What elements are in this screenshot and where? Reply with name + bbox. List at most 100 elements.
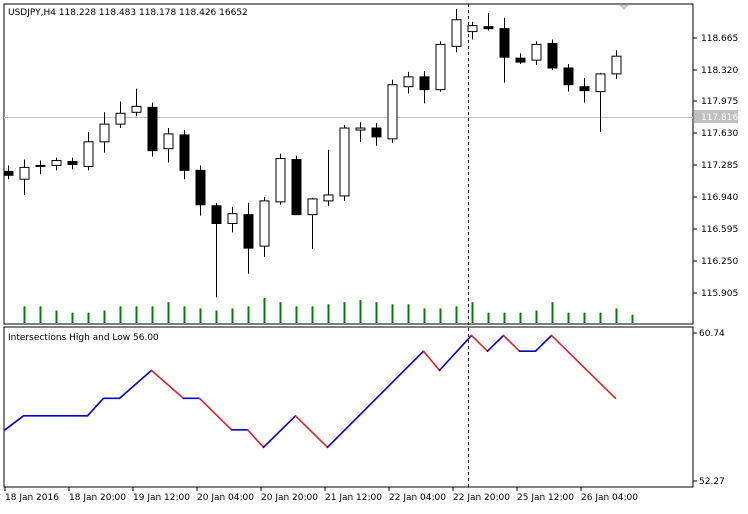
price-tick-label: 117.975 bbox=[701, 97, 738, 107]
candle-body-bull bbox=[51, 160, 62, 166]
candle-body-bull bbox=[115, 112, 126, 125]
price-axis: 118.665 118.320 117.975 117.630 117.285 … bbox=[693, 34, 738, 299]
candle-body-bull bbox=[323, 194, 334, 202]
candle-body-bull bbox=[227, 213, 238, 225]
candle-body-bull bbox=[435, 43, 446, 91]
candle bbox=[243, 202, 254, 274]
candle bbox=[147, 102, 158, 157]
candle-body-bear bbox=[515, 57, 526, 63]
candle bbox=[67, 157, 78, 170]
indicator-segment-down bbox=[150, 369, 185, 400]
candles-group bbox=[3, 8, 622, 298]
candle-body-bull bbox=[19, 166, 30, 180]
price-tick-label: 117.285 bbox=[701, 161, 738, 171]
candle bbox=[483, 12, 494, 31]
candle-body-bull bbox=[307, 198, 318, 216]
candle-body-bear bbox=[195, 169, 206, 206]
indicator-segment-down bbox=[422, 350, 441, 372]
candle-body-bear bbox=[371, 127, 382, 138]
scroll-marker-icon[interactable] bbox=[619, 5, 629, 10]
indicator-panel-frame bbox=[3, 326, 694, 488]
candle-body-bull bbox=[99, 123, 110, 143]
indicator-scale-max: 60.74 bbox=[699, 329, 725, 339]
candle bbox=[131, 88, 142, 117]
time-tick-label: 18 Jan 2016 bbox=[5, 493, 59, 503]
candle-body-bull bbox=[131, 105, 142, 113]
candle bbox=[291, 155, 302, 216]
current-price-badge bbox=[694, 110, 738, 123]
candle-body-bull bbox=[451, 19, 462, 47]
candle bbox=[387, 79, 398, 143]
candle bbox=[611, 50, 622, 79]
candle-body-bull bbox=[387, 84, 398, 140]
candle-body-bull bbox=[259, 200, 270, 247]
candle-body-bear bbox=[563, 67, 574, 86]
time-tick-label: 20 Jan 20:00 bbox=[261, 493, 318, 503]
candle bbox=[275, 153, 286, 205]
candle bbox=[19, 159, 30, 195]
indicator-segment-up bbox=[438, 334, 473, 372]
candle-body-bear bbox=[419, 76, 430, 91]
candle-body-bear bbox=[3, 170, 14, 176]
candle bbox=[179, 130, 190, 180]
indicator-segment-down bbox=[294, 415, 329, 449]
current-price-label: 117.816 bbox=[701, 113, 738, 123]
candle-body-bear bbox=[499, 28, 510, 58]
candle bbox=[99, 112, 110, 153]
candle bbox=[339, 125, 350, 201]
candle-body-bull bbox=[467, 25, 478, 33]
indicator-scale: 60.74 52.27 bbox=[693, 329, 725, 487]
candle bbox=[419, 70, 430, 104]
time-tick-label: 22 Jan 04:00 bbox=[389, 493, 446, 503]
indicator-segment-down bbox=[246, 429, 265, 449]
indicator-scale-min: 52.27 bbox=[699, 477, 725, 487]
time-tick-label: 18 Jan 20:00 bbox=[69, 493, 126, 503]
candle bbox=[259, 196, 270, 257]
candle-body-bear bbox=[291, 159, 302, 216]
candle bbox=[211, 202, 222, 298]
candle-body-bull bbox=[611, 55, 622, 75]
symbol-info-label: USDJPY,H4 118.228 118.483 118.178 118.42… bbox=[8, 8, 248, 18]
indicator-segment-up bbox=[262, 415, 297, 449]
price-tick-label: 118.320 bbox=[701, 66, 738, 76]
candle-body-bull bbox=[339, 127, 350, 197]
indicator-segment-up bbox=[4, 415, 25, 431]
time-tick-label: 21 Jan 12:00 bbox=[325, 493, 382, 503]
time-tick-label: 22 Jan 20:00 bbox=[453, 493, 510, 503]
candle bbox=[227, 206, 238, 233]
indicator-segment-down bbox=[198, 397, 233, 431]
indicator-title-label: Intersections High and Low 56.00 bbox=[8, 333, 159, 343]
indicator-segment-up bbox=[86, 397, 105, 417]
candle bbox=[83, 131, 94, 171]
volume-bars-group bbox=[23, 298, 634, 323]
candle bbox=[499, 17, 510, 83]
price-tick-label: 116.940 bbox=[701, 193, 738, 203]
candle bbox=[579, 77, 590, 103]
candle bbox=[323, 149, 334, 206]
candle bbox=[51, 157, 62, 171]
price-tick-label: 116.595 bbox=[701, 225, 738, 235]
time-tick-label: 20 Jan 04:00 bbox=[197, 493, 254, 503]
indicator-segment-up bbox=[118, 369, 153, 400]
candle-body-bear bbox=[483, 26, 494, 30]
candle-body-bull bbox=[275, 158, 286, 203]
candle-body-bull bbox=[595, 73, 606, 93]
candle bbox=[403, 71, 414, 94]
candle-body-bull bbox=[163, 133, 174, 150]
price-tick-label: 116.250 bbox=[701, 257, 738, 267]
candle bbox=[531, 41, 542, 66]
indicator-segment-up bbox=[326, 350, 425, 449]
candle bbox=[163, 128, 174, 163]
candle bbox=[355, 122, 366, 142]
candle bbox=[451, 8, 462, 53]
candle bbox=[195, 165, 206, 216]
indicator-segment-up bbox=[534, 334, 553, 352]
candle-body-bear bbox=[179, 134, 190, 171]
candle-body-bull bbox=[35, 164, 46, 167]
candle bbox=[371, 123, 382, 146]
candle bbox=[3, 165, 14, 180]
indicator-line-group bbox=[4, 334, 617, 449]
candle-body-bear bbox=[211, 205, 222, 225]
